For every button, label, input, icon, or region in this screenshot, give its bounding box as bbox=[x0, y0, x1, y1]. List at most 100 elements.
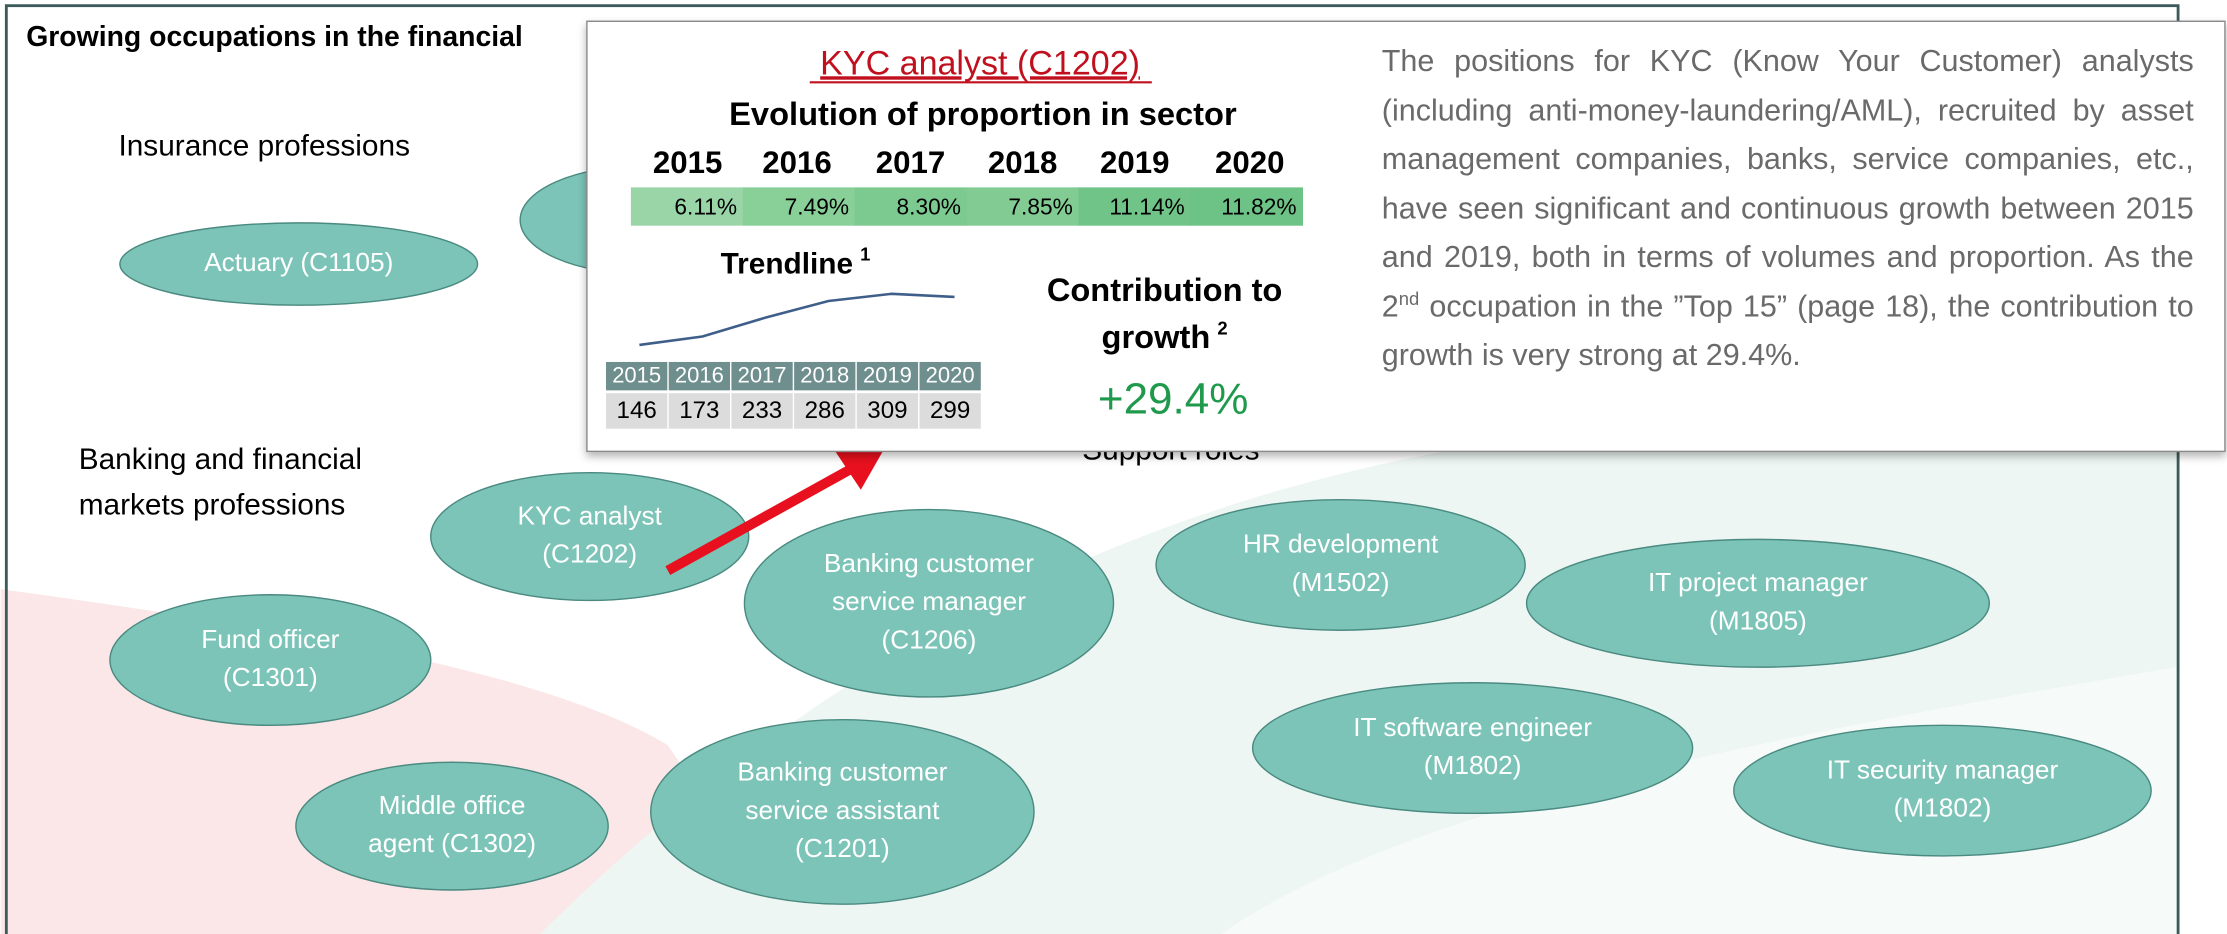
node-label: (M1805) bbox=[1709, 605, 1807, 635]
node-shape bbox=[1251, 682, 1694, 815]
description-box: The positions for KYC (Know Your Custome… bbox=[1381, 44, 2194, 372]
count-cell bbox=[856, 393, 919, 429]
node: IT security manager (M1802) bbox=[1733, 724, 2152, 857]
node: Banking customer service manager (C1206) bbox=[743, 508, 1115, 698]
trendline-label: Trendline 1 bbox=[721, 243, 871, 280]
node-label: IT security manager bbox=[1827, 754, 2059, 784]
node-shape bbox=[109, 594, 432, 727]
count-year-label: 2018 bbox=[800, 363, 849, 388]
node-label: IT project manager bbox=[1648, 567, 1868, 597]
node-label: HR development bbox=[1243, 529, 1439, 559]
proportion-cell bbox=[1190, 187, 1303, 226]
proportion-cell bbox=[1078, 187, 1192, 226]
count-label: 146 bbox=[617, 397, 657, 424]
contribution-value: +29.4% bbox=[1098, 374, 1248, 423]
popup: KYC analyst (C1202) Evolution of proport… bbox=[586, 20, 2226, 453]
count-year-cell bbox=[606, 361, 668, 391]
year-label: 2015 bbox=[653, 145, 722, 180]
node-shape bbox=[650, 718, 1035, 905]
node-label: (M1502) bbox=[1292, 567, 1390, 597]
node: Actuary (C1105) bbox=[119, 222, 479, 306]
group-label: Insurance professions bbox=[118, 129, 410, 162]
trendline-text: Trendline bbox=[721, 247, 853, 280]
year-label: 2019 bbox=[1100, 145, 1169, 180]
group-label: markets professions bbox=[79, 489, 346, 522]
trendline bbox=[639, 292, 955, 347]
arrow-head bbox=[835, 449, 884, 490]
arrow bbox=[665, 449, 884, 575]
contribution-line: Contribution to bbox=[1047, 271, 1283, 308]
count-label: 233 bbox=[742, 397, 782, 424]
title: Growing occupations in the financial bbox=[26, 21, 523, 53]
year-label: 2017 bbox=[876, 145, 945, 180]
node-shape bbox=[119, 222, 479, 306]
year-label: 2016 bbox=[762, 145, 831, 180]
contribution-text: growth bbox=[1102, 318, 1211, 355]
proportion-label: 11.82% bbox=[1221, 194, 1296, 220]
count-year-label: 2020 bbox=[926, 363, 975, 388]
count-year-label: 2019 bbox=[863, 363, 912, 388]
node-label: (M1802) bbox=[1424, 750, 1522, 780]
node-label: (C1202) bbox=[542, 539, 637, 569]
node-label: agent (C1302) bbox=[368, 828, 536, 858]
count-label: 299 bbox=[930, 397, 970, 424]
node: HR development (M1502) bbox=[1155, 498, 1526, 631]
node-shape bbox=[295, 761, 609, 891]
description-sup: nd bbox=[1398, 287, 1420, 309]
group-label: Banking and financial bbox=[79, 443, 362, 476]
count-year-cell bbox=[856, 361, 919, 391]
node-label: KYC analyst bbox=[517, 500, 662, 530]
node-label: IT software engineer bbox=[1353, 712, 1592, 742]
contribution-line: growth 2 bbox=[1102, 317, 1228, 355]
year-label: 2020 bbox=[1215, 145, 1284, 180]
count-year-cell bbox=[919, 361, 981, 391]
count-year-label: 2016 bbox=[675, 363, 724, 388]
count-cell bbox=[919, 393, 981, 429]
nodes: Actuary (C1105) KYC analyst (C1202) Fund of… bbox=[109, 222, 2152, 905]
proportion-label: 6.11% bbox=[674, 194, 737, 220]
count-cell bbox=[731, 393, 793, 429]
arrow-shaft bbox=[665, 465, 852, 575]
proportion-label: 11.14% bbox=[1109, 194, 1184, 220]
proportion-label: 7.49% bbox=[785, 194, 849, 220]
trendline-note: 1 bbox=[860, 243, 870, 264]
node-label: (C1301) bbox=[223, 662, 318, 692]
frame bbox=[4, 4, 2180, 934]
node-shape bbox=[1525, 538, 1991, 668]
proportion-cell bbox=[966, 187, 1080, 226]
description-text: The positions for KYC (Know Your Custome… bbox=[1381, 44, 2194, 323]
node-label: Banking customer bbox=[737, 757, 947, 787]
node-shape bbox=[1155, 498, 1526, 631]
node-shape bbox=[430, 471, 750, 602]
count-year-cell bbox=[731, 361, 793, 391]
count-label: 309 bbox=[867, 397, 907, 424]
node-label: Banking customer bbox=[824, 548, 1034, 578]
popup-title: KYC analyst (C1202) bbox=[820, 44, 1140, 82]
count-cell bbox=[668, 393, 731, 429]
count-label: 173 bbox=[679, 397, 719, 424]
count-year-label: 2015 bbox=[612, 363, 661, 388]
node-shape bbox=[743, 508, 1115, 698]
proportion-label: 8.30% bbox=[897, 194, 961, 220]
count-year-label: 2017 bbox=[738, 363, 787, 388]
proportion-cell bbox=[630, 187, 744, 226]
description-text: occupation in the ”Top 15” (page 18), th… bbox=[1381, 288, 2194, 372]
node: IT project manager (M1805) bbox=[1525, 538, 1991, 668]
count-cell bbox=[606, 393, 668, 429]
node-label: service manager bbox=[832, 586, 1026, 616]
node-label: (C1201) bbox=[795, 833, 890, 863]
node: Banking customer service assistant (C1201) bbox=[650, 718, 1035, 905]
count-year-cell bbox=[794, 361, 856, 391]
node-label: (C1206) bbox=[882, 625, 977, 655]
node: IT software engineer (M1802) bbox=[1251, 682, 1694, 815]
proportion-cell bbox=[742, 187, 856, 226]
contribution-note: 2 bbox=[1217, 317, 1227, 338]
count-cell bbox=[794, 393, 856, 429]
node-label: Fund officer bbox=[201, 624, 339, 654]
proportion-label: 7.85% bbox=[1008, 194, 1072, 220]
node-label: (M1802) bbox=[1894, 793, 1992, 823]
node-label: Middle office bbox=[379, 790, 526, 820]
node: Middle office agent (C1302) bbox=[295, 761, 609, 891]
node: Fund officer (C1301) bbox=[109, 594, 432, 727]
node: KYC analyst (C1202) bbox=[430, 471, 750, 602]
